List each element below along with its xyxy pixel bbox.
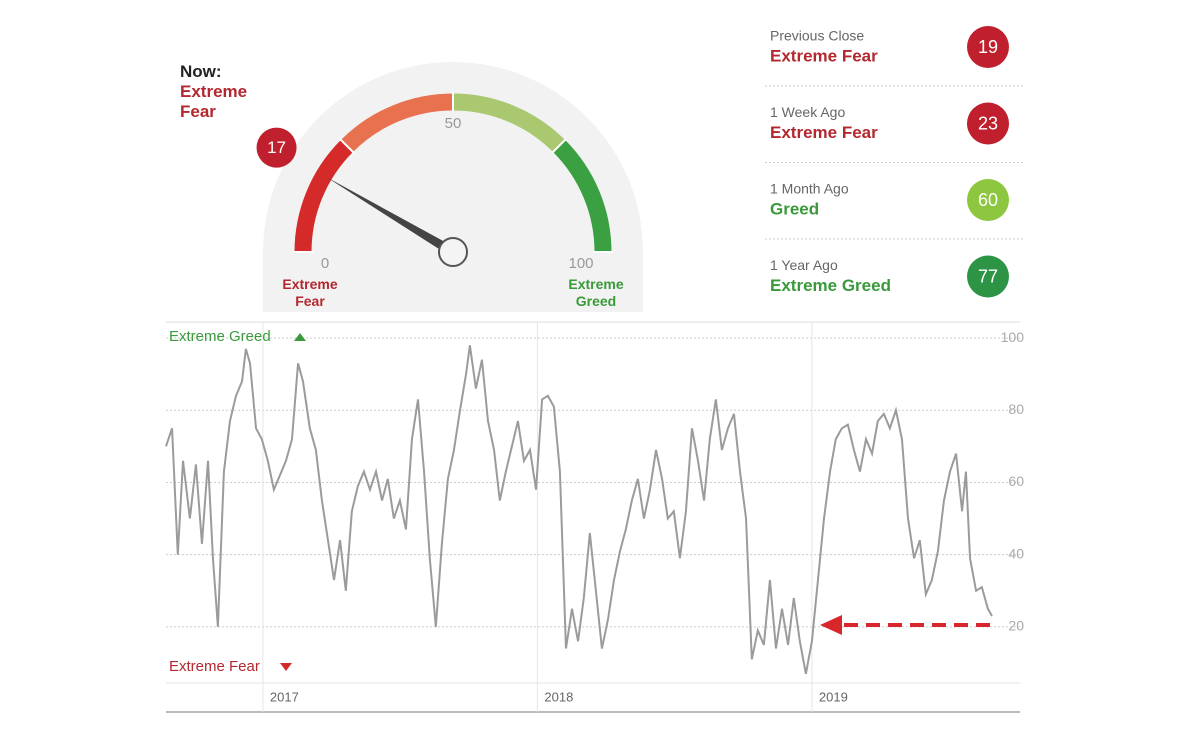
value-label: 17: [267, 138, 286, 157]
gauge-band: [294, 139, 354, 253]
gauge-divider: [339, 138, 355, 154]
history-rating: Extreme Fear: [770, 46, 878, 65]
gauge-high-label: Extreme Greed: [568, 276, 624, 309]
bottom-label: Extreme Fear: [169, 658, 260, 675]
history-label: 1 Month Ago: [770, 181, 849, 197]
value-bubble: [256, 127, 297, 168]
y-tick-label: 80: [1008, 401, 1024, 417]
gauge-tick-label: 50: [445, 115, 462, 132]
history-label: 1 Year Ago: [770, 257, 838, 273]
x-tick-label: 2018: [544, 689, 573, 704]
top-label: Extreme Greed: [169, 328, 271, 345]
gauge-hub: [438, 237, 468, 267]
x-tick-label: 2017: [270, 689, 299, 704]
now-title: Now:: [180, 62, 222, 81]
history-rating: Extreme Greed: [770, 276, 891, 295]
history-label: 1 Week Ago: [770, 104, 845, 120]
history-value: 19: [978, 37, 998, 57]
gauge-needle: [325, 176, 456, 257]
up-triangle: [294, 333, 306, 341]
history-bubble: [967, 26, 1009, 68]
gauge-background: [263, 62, 643, 312]
history-rating: Greed: [770, 199, 819, 218]
history-bubble: [967, 255, 1009, 298]
y-tick-label: 40: [1008, 545, 1024, 561]
history-bubble: [967, 102, 1009, 145]
history-value: 60: [978, 190, 998, 210]
history-label: Previous Close: [770, 28, 864, 44]
history-rating: Extreme Fear: [770, 123, 878, 142]
content: 0 50 100 17 20 40 60 80 100 2017 2018 2019 Extreme G…: [165, 26, 1025, 713]
history-value: 77: [978, 266, 998, 286]
index-line: [165, 345, 993, 674]
gauge-tick-label: 0: [321, 255, 329, 272]
down-triangle: [280, 663, 292, 671]
y-tick-label: 60: [1008, 473, 1024, 489]
gauge-divider: [551, 138, 567, 154]
now-rating: Extreme Fear: [180, 82, 248, 121]
history-bubble: [967, 179, 1009, 221]
gauge-band: [552, 139, 612, 253]
now-block: Now: Extreme Fear: [180, 62, 270, 122]
gauge-low-label: Extreme Fear: [282, 276, 338, 309]
gauge-tick-label: 100: [568, 255, 593, 272]
history-value: 23: [978, 113, 998, 133]
arrow-head: [820, 615, 842, 635]
y-tick-label: 20: [1008, 618, 1024, 634]
y-tick-label: 100: [1001, 329, 1025, 345]
gauge-band: [340, 93, 454, 153]
gauge-band: [452, 93, 566, 153]
x-tick-label: 2019: [819, 689, 848, 704]
